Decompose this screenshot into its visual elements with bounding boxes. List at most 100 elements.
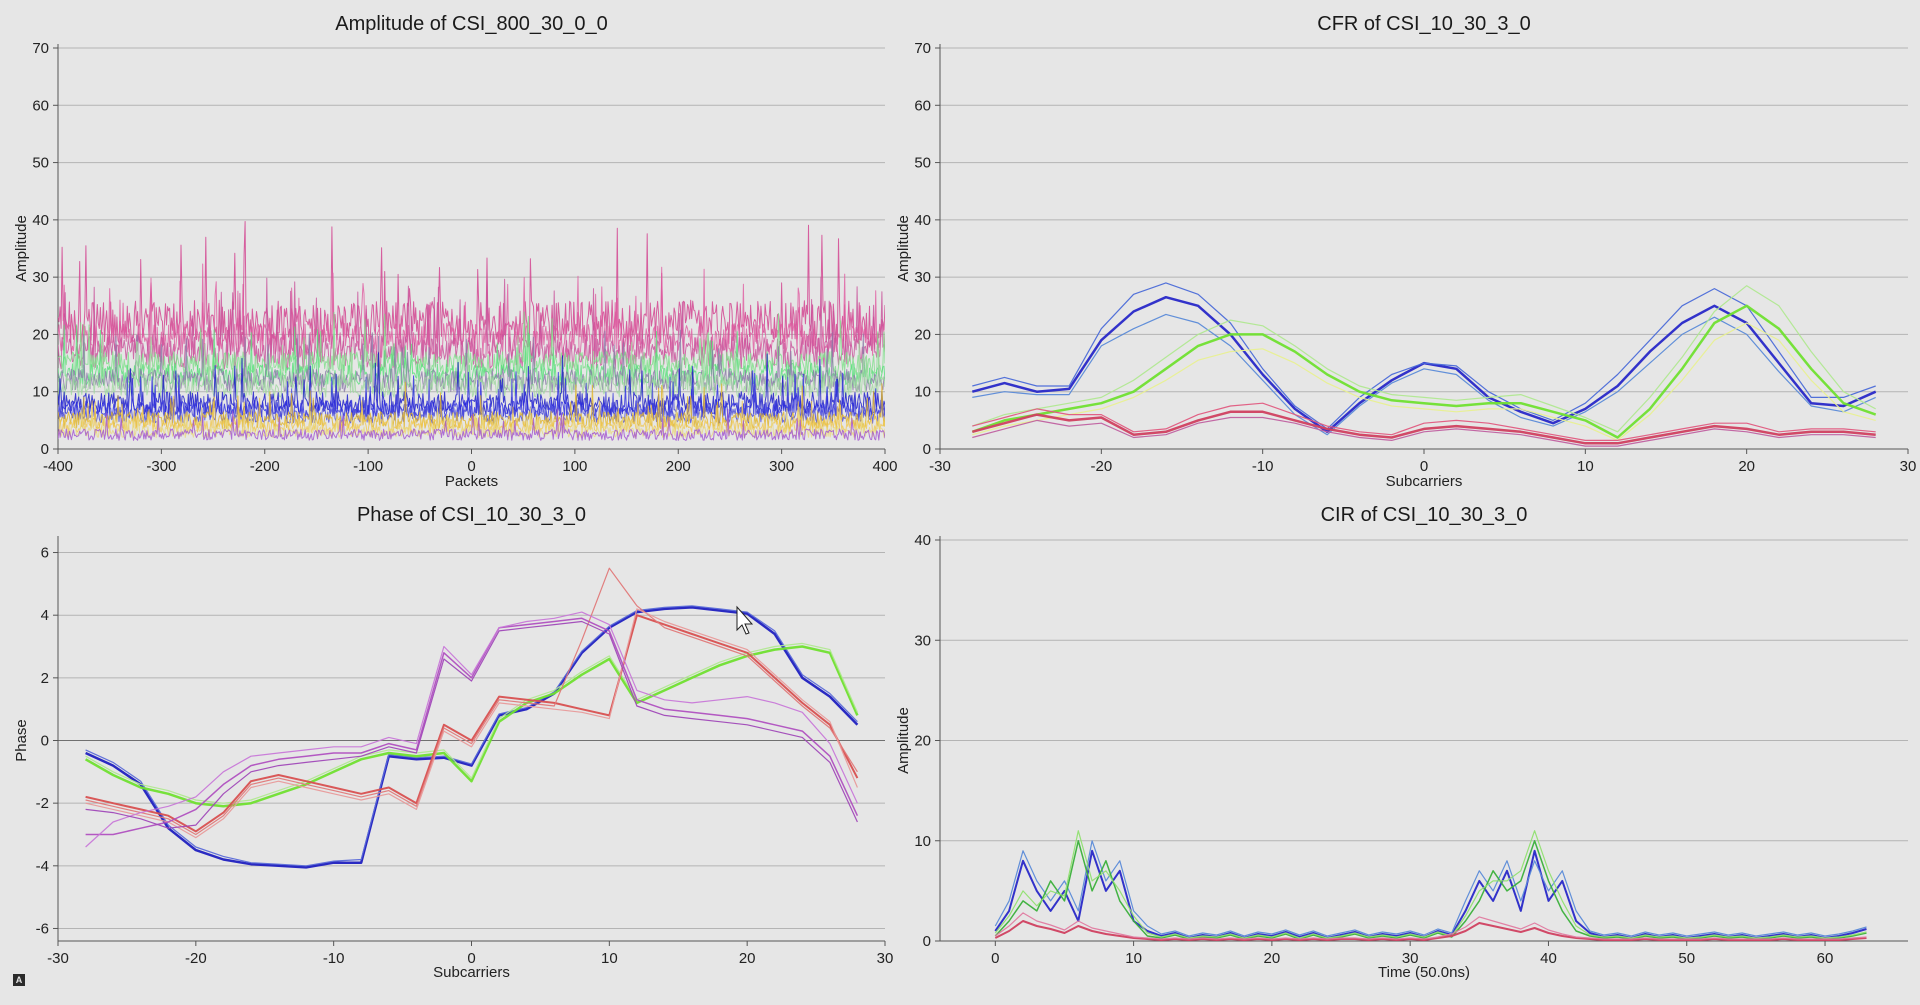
- series-line-3: [84, 645, 859, 808]
- y-tick-label: 4: [41, 607, 49, 624]
- x-tick-label: -300: [146, 458, 176, 475]
- y-tick-label: 70: [32, 40, 49, 57]
- y-axis-label: Phase: [13, 719, 30, 762]
- series-line-1: [85, 606, 859, 869]
- series-line-4: [58, 311, 885, 375]
- x-tick-label: 100: [562, 458, 587, 475]
- y-axis-label: Amplitude: [895, 215, 912, 282]
- series-line-9: [972, 416, 1876, 447]
- x-tick-label: 0: [991, 950, 999, 967]
- y-tick-label: 30: [914, 632, 931, 649]
- x-tick-label: -200: [250, 458, 280, 475]
- series-line-9: [85, 611, 858, 848]
- x-tick-label: -30: [47, 950, 69, 967]
- data-layer: [994, 830, 1867, 941]
- x-tick-label: 30: [877, 950, 894, 967]
- y-tick-label: 10: [914, 833, 931, 850]
- series-line-7: [58, 334, 885, 398]
- chart-title: Phase of CSI_10_30_3_0: [357, 504, 586, 526]
- y-tick-label: 30: [32, 269, 49, 286]
- y-tick-label: 70: [914, 40, 931, 57]
- series-line-3: [972, 313, 1876, 436]
- x-axis-label: Subcarriers: [1386, 473, 1463, 490]
- series-line-7: [85, 608, 858, 839]
- series-line-1: [994, 849, 1867, 939]
- x-tick-label: 30: [1900, 458, 1917, 475]
- series-line-4: [971, 304, 1877, 439]
- x-tick-label: -20: [1090, 458, 1112, 475]
- series-line-2: [85, 605, 858, 867]
- x-tick-label: 0: [467, 458, 475, 475]
- x-tick-label: 20: [1264, 950, 1281, 967]
- series-line-5: [85, 614, 859, 833]
- y-tick-label: 40: [914, 212, 931, 229]
- y-tick-label: 6: [41, 545, 49, 562]
- mouse-cursor-icon: [736, 605, 754, 635]
- y-tick-label: 20: [914, 733, 931, 750]
- series-line-4: [85, 642, 858, 804]
- x-tick-label: 20: [739, 950, 756, 967]
- y-tick-label: 0: [41, 733, 49, 750]
- y-tick-label: 50: [914, 155, 931, 172]
- y-axis-label: Amplitude: [895, 707, 912, 774]
- series-line-5: [994, 920, 1867, 941]
- x-tick-label: 20: [1738, 458, 1755, 475]
- series-line-7: [971, 410, 1876, 445]
- series-line-6: [972, 322, 1876, 441]
- y-axis-label: Amplitude: [13, 215, 30, 282]
- chart-title: CIR of CSI_10_30_3_0: [1321, 504, 1528, 526]
- x-tick-label: 400: [872, 458, 897, 475]
- x-tick-label: 50: [1678, 950, 1695, 967]
- x-tick-label: 30: [1402, 950, 1419, 967]
- x-tick-label: 10: [601, 950, 618, 967]
- y-tick-label: 60: [914, 97, 931, 114]
- data-layer: [971, 282, 1877, 447]
- series-line-3: [58, 276, 885, 370]
- chart-panel-2: CFR of CSI_10_30_3_0 0 10 20 30 40 50 60 70 -30 -2…: [895, 13, 1916, 490]
- x-tick-label: -10: [1252, 458, 1274, 475]
- series-line-1: [971, 295, 1877, 434]
- x-tick-label: 10: [1125, 950, 1142, 967]
- y-tick-label: -4: [36, 858, 49, 875]
- y-tick-label: -2: [36, 795, 49, 812]
- y-tick-label: 20: [32, 326, 49, 343]
- x-tick-label: 10: [1577, 458, 1594, 475]
- series-line-6: [994, 912, 1867, 940]
- chart-panel-4: CIR of CSI_10_30_3_0 0 10 20 30 40 0 10 20 30 40 50…: [895, 504, 1908, 981]
- series-line-6: [85, 567, 858, 836]
- y-tick-label: 0: [923, 441, 931, 458]
- y-tick-label: -6: [36, 920, 49, 937]
- y-tick-label: 20: [914, 326, 931, 343]
- x-tick-label: -400: [43, 458, 73, 475]
- y-tick-label: 2: [41, 670, 49, 687]
- x-axis-label: Time (50.0ns): [1378, 964, 1470, 981]
- status-a-icon: A: [13, 974, 25, 986]
- y-tick-label: 50: [32, 155, 49, 172]
- data-layer: [84, 567, 859, 869]
- y-tick-label: 0: [41, 441, 49, 458]
- y-tick-label: 0: [923, 933, 931, 950]
- y-tick-label: 10: [32, 384, 49, 401]
- x-axis-label: Packets: [445, 473, 498, 490]
- x-tick-label: 200: [666, 458, 691, 475]
- series-line-10: [85, 620, 858, 829]
- series-line-8: [58, 352, 885, 416]
- x-tick-label: 40: [1540, 950, 1557, 967]
- x-tick-label: 0: [467, 950, 475, 967]
- x-tick-label: 300: [769, 458, 794, 475]
- x-axis-label: Subcarriers: [433, 964, 510, 981]
- y-tick-label: 30: [914, 269, 931, 286]
- x-tick-label: -10: [323, 950, 345, 967]
- x-tick-label: -20: [185, 950, 207, 967]
- series-line-2: [972, 282, 1876, 430]
- series-line-4: [994, 830, 1867, 939]
- series-line-14: [58, 408, 885, 441]
- y-tick-label: 40: [914, 532, 931, 549]
- series-line-1: [58, 221, 885, 347]
- x-tick-label: -30: [929, 458, 951, 475]
- chart-title: Amplitude of CSI_800_30_0_0: [335, 13, 607, 35]
- series-line-3: [994, 840, 1867, 940]
